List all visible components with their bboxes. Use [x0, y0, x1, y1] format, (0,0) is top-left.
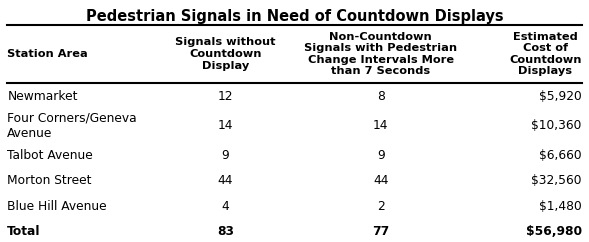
Text: Station Area: Station Area — [7, 49, 88, 59]
Text: 9: 9 — [377, 149, 385, 162]
Text: Total: Total — [7, 225, 41, 238]
Text: Newmarket: Newmarket — [7, 90, 78, 103]
Text: Talbot Avenue: Talbot Avenue — [7, 149, 93, 162]
Text: Four Corners/Geneva
Avenue: Four Corners/Geneva Avenue — [7, 112, 137, 140]
Text: Non-Countdown
Signals with Pedestrian
Change Intervals More
than 7 Seconds: Non-Countdown Signals with Pedestrian Ch… — [304, 31, 457, 76]
Text: 12: 12 — [218, 90, 233, 103]
Text: $56,980: $56,980 — [525, 225, 582, 238]
Text: 77: 77 — [372, 225, 389, 238]
Text: 9: 9 — [221, 149, 230, 162]
Text: Blue Hill Avenue: Blue Hill Avenue — [7, 200, 107, 213]
Text: 14: 14 — [373, 119, 388, 132]
Text: 4: 4 — [221, 200, 230, 213]
Text: Estimated
Cost of
Countdown
Displays: Estimated Cost of Countdown Displays — [509, 31, 582, 76]
Text: 44: 44 — [218, 174, 233, 188]
Text: 83: 83 — [217, 225, 234, 238]
Text: $5,920: $5,920 — [539, 90, 582, 103]
Text: $6,660: $6,660 — [539, 149, 582, 162]
Text: 44: 44 — [373, 174, 388, 188]
Text: Pedestrian Signals in Need of Countdown Displays: Pedestrian Signals in Need of Countdown … — [85, 8, 504, 23]
Text: 2: 2 — [377, 200, 385, 213]
Text: $1,480: $1,480 — [539, 200, 582, 213]
Text: Morton Street: Morton Street — [7, 174, 92, 188]
Text: 8: 8 — [377, 90, 385, 103]
Text: Signals without
Countdown
Display: Signals without Countdown Display — [176, 37, 276, 71]
Text: $32,560: $32,560 — [531, 174, 582, 188]
Text: 14: 14 — [218, 119, 233, 132]
Text: $10,360: $10,360 — [531, 119, 582, 132]
